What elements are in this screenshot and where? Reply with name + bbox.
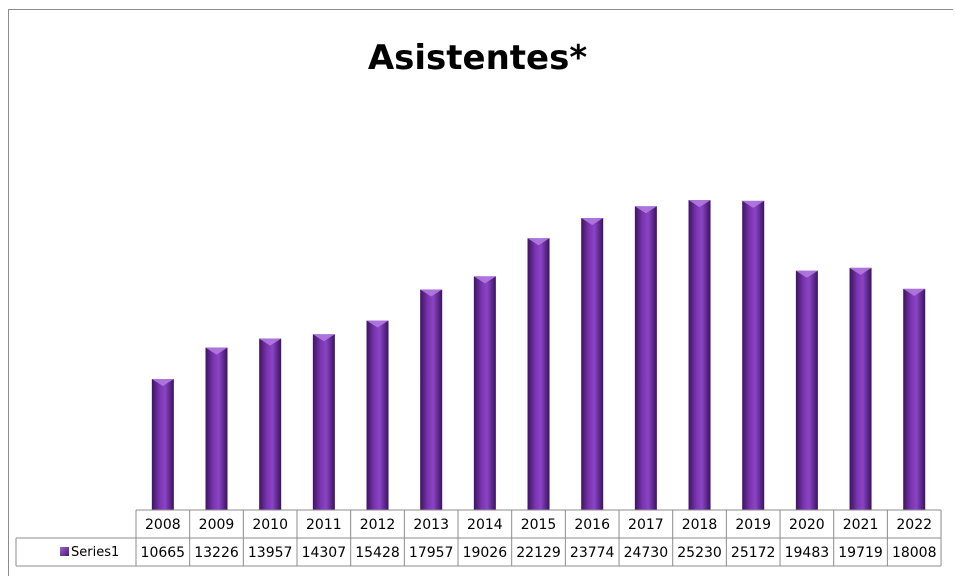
category-label-2011: 2011 (306, 517, 342, 533)
category-label-2012: 2012 (360, 517, 396, 533)
value-label-2017: 24730 (624, 545, 669, 561)
value-label-2011: 14307 (302, 545, 347, 561)
bar-2012 (366, 320, 389, 510)
bar-2015 (527, 238, 550, 510)
bar-2017 (634, 206, 657, 510)
value-label-2009: 13226 (194, 545, 239, 561)
bar-2016 (581, 218, 604, 511)
category-label-2009: 2009 (199, 517, 235, 533)
legend-key (60, 547, 69, 556)
bar-2020 (795, 270, 818, 510)
value-label-2021: 19719 (838, 545, 883, 561)
value-label-2019: 25172 (731, 545, 776, 561)
value-label-2013: 17957 (409, 545, 454, 561)
category-label-2008: 2008 (145, 517, 181, 533)
value-label-2012: 15428 (355, 545, 400, 561)
category-label-2014: 2014 (467, 517, 503, 533)
category-label-2019: 2019 (735, 517, 771, 533)
bar-2011 (312, 334, 335, 510)
value-label-2015: 22129 (516, 545, 561, 561)
bar-2008 (151, 379, 174, 510)
category-label-2017: 2017 (628, 517, 664, 533)
category-label-2010: 2010 (252, 517, 288, 533)
bar-2019 (742, 200, 765, 510)
chart-title: Asistentes* (367, 38, 588, 78)
category-label-2013: 2013 (413, 517, 449, 533)
category-label-2015: 2015 (521, 517, 557, 533)
legend-series-name: Series1 (71, 545, 119, 560)
category-label-2021: 2021 (843, 517, 879, 533)
value-label-2016: 23774 (570, 545, 615, 561)
bar-2014 (473, 276, 496, 510)
category-label-2016: 2016 (574, 517, 610, 533)
bar-2009 (205, 347, 228, 510)
bar-2013 (420, 289, 443, 510)
value-label-2014: 19026 (463, 545, 508, 561)
value-label-2010: 13957 (248, 545, 293, 561)
value-label-2018: 25230 (677, 545, 722, 561)
value-label-2008: 10665 (141, 545, 186, 561)
category-label-2020: 2020 (789, 517, 825, 533)
bar-2010 (259, 338, 282, 510)
chart-frame (8, 9, 953, 576)
bar-2021 (849, 267, 872, 510)
category-label-2018: 2018 (682, 517, 718, 533)
category-label-2022: 2022 (896, 517, 932, 533)
bar-2018 (688, 200, 711, 510)
bar-2022 (903, 288, 926, 510)
value-label-2020: 19483 (785, 545, 830, 561)
value-label-2022: 18008 (892, 545, 937, 561)
